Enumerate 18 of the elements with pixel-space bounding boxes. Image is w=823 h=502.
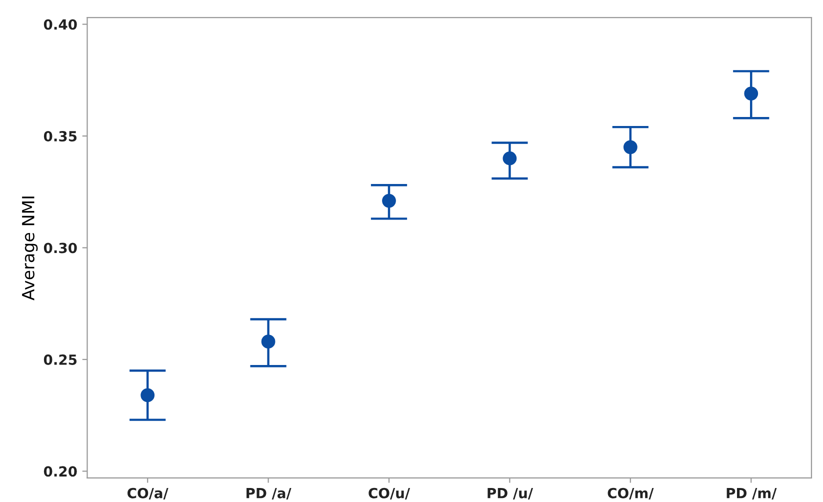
- point: [502, 151, 517, 166]
- y-tick-label: 0.25: [44, 354, 77, 365]
- y-tick-label: 0.35: [44, 130, 77, 142]
- point: [261, 334, 276, 349]
- x-tick-label: CO/m/: [608, 488, 654, 500]
- x-tick-label: PD /a/: [246, 488, 292, 500]
- point: [140, 388, 155, 402]
- y-tick-label: 0.40: [44, 19, 77, 30]
- x-tick-label: PD /m/: [726, 488, 777, 500]
- x-tick-label: CO/u/: [368, 488, 410, 500]
- y-tick-label: 0.20: [44, 466, 77, 477]
- point: [744, 86, 758, 100]
- point: [623, 140, 638, 154]
- y-tick-label: 0.30: [44, 242, 77, 254]
- x-tick-label: PD /u/: [488, 488, 533, 500]
- y-axis-title: Average NMI: [22, 196, 38, 300]
- x-tick-label: CO/a/: [128, 488, 168, 500]
- point: [382, 194, 396, 208]
